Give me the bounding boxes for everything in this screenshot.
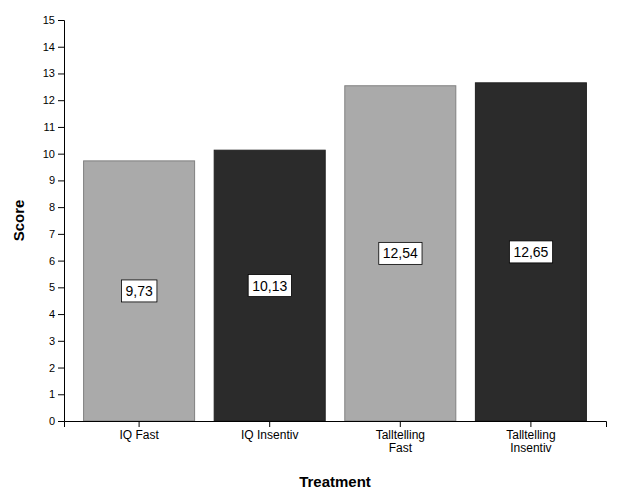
x-tick-label: IQ Insentiv	[241, 428, 298, 442]
y-tick: 6	[49, 255, 64, 267]
y-tick-label: 8	[49, 201, 55, 213]
y-tick: 9	[49, 174, 64, 186]
x-tick-label-line: Insentiv	[510, 441, 551, 455]
y-tick: 0	[49, 415, 64, 427]
x-tick-label: IQ Fast	[119, 428, 159, 442]
data-label-box	[248, 275, 291, 297]
y-tick-mark	[58, 207, 64, 208]
chart: IQ FastIQ InsentivTalltellingFastTalltel…	[0, 0, 626, 501]
x-axis-title: Treatment	[299, 473, 371, 490]
y-tick-label: 6	[49, 255, 55, 267]
bar	[84, 161, 195, 421]
y-tick: 2	[49, 362, 64, 374]
y-tick-label: 7	[49, 228, 55, 240]
data-label-box	[121, 280, 156, 302]
y-tick-label: 0	[49, 415, 55, 427]
y-tick: 12	[43, 94, 64, 106]
data-label: 12,54	[383, 245, 418, 261]
data-label-box	[509, 241, 552, 263]
bar	[345, 86, 456, 421]
y-tick: 5	[49, 281, 64, 293]
x-tick-mark	[269, 421, 270, 427]
y-tick-mark	[58, 127, 64, 128]
y-tick-label: 12	[43, 94, 55, 106]
y-tick: 13	[43, 67, 64, 79]
y-tick-label: 9	[49, 174, 55, 186]
y-tick-mark	[58, 287, 64, 288]
y-axis-title: Score	[10, 200, 27, 242]
y-tick: 8	[49, 201, 64, 213]
y-axis: 0123456789101112131415	[43, 14, 65, 427]
y-tick-mark	[58, 20, 64, 21]
y-tick: 10	[43, 148, 64, 160]
y-tick-mark	[58, 73, 64, 74]
y-tick: 11	[44, 121, 64, 133]
data-label-box	[379, 242, 422, 264]
bar	[475, 83, 586, 421]
y-tick-mark	[58, 421, 64, 422]
y-tick-mark	[58, 154, 64, 155]
y-tick-mark	[58, 47, 64, 48]
x-tick: TalltellingInsentiv	[506, 421, 555, 455]
x-tick-label-line: Talltelling	[376, 428, 425, 442]
y-tick-mark	[58, 341, 64, 342]
x-tick-label-line: IQ Insentiv	[241, 428, 298, 442]
y-tick-mark	[58, 368, 64, 369]
x-tick-mark	[139, 421, 140, 427]
y-tick: 14	[43, 41, 64, 53]
y-tick-mark	[58, 180, 64, 181]
y-tick: 15	[43, 14, 64, 26]
y-tick-mark	[58, 261, 64, 262]
y-tick-label: 1	[49, 388, 55, 400]
x-tick: IQ Insentiv	[241, 421, 298, 442]
x-tick-label-line: Fast	[389, 441, 413, 455]
y-tick: 4	[49, 308, 64, 320]
bars	[84, 83, 587, 421]
y-tick-label: 15	[43, 14, 55, 26]
data-labels: 9,73 10,13 12,54 12,65	[121, 241, 552, 302]
x-tick-label-line: IQ Fast	[119, 428, 159, 442]
y-tick-label: 11	[44, 121, 55, 133]
y-tick-label: 13	[43, 67, 55, 79]
x-tick-mark	[400, 421, 401, 427]
x-axis: IQ FastIQ InsentivTalltellingFastTalltel…	[65, 421, 607, 455]
y-tick-mark	[58, 100, 64, 101]
data-label: 12,65	[513, 244, 548, 260]
data-label: 9,73	[125, 283, 152, 299]
y-tick: 7	[49, 228, 64, 240]
y-tick-mark	[58, 394, 64, 395]
x-tick: TalltellingFast	[376, 421, 425, 455]
x-tick-label: TalltellingInsentiv	[506, 428, 555, 456]
x-axis-line	[65, 422, 607, 428]
y-tick-label: 4	[49, 308, 55, 320]
y-tick-label: 5	[49, 281, 55, 293]
x-tick-label: TalltellingFast	[376, 428, 425, 456]
y-tick-mark	[58, 314, 64, 315]
y-tick: 1	[49, 388, 64, 400]
y-tick-label: 14	[43, 41, 55, 53]
x-tick-mark	[530, 421, 531, 427]
y-tick: 3	[49, 335, 64, 347]
y-axis-line	[58, 21, 65, 422]
data-label: 10,13	[252, 278, 287, 294]
y-tick-label: 2	[49, 362, 55, 374]
bar	[214, 150, 325, 421]
plot: IQ FastIQ InsentivTalltellingFastTalltel…	[43, 14, 607, 455]
x-tick-label-line: Talltelling	[506, 428, 555, 442]
y-tick-label: 3	[49, 335, 55, 347]
y-tick-label: 10	[43, 148, 55, 160]
x-tick: IQ Fast	[119, 421, 159, 442]
y-tick-mark	[58, 234, 64, 235]
